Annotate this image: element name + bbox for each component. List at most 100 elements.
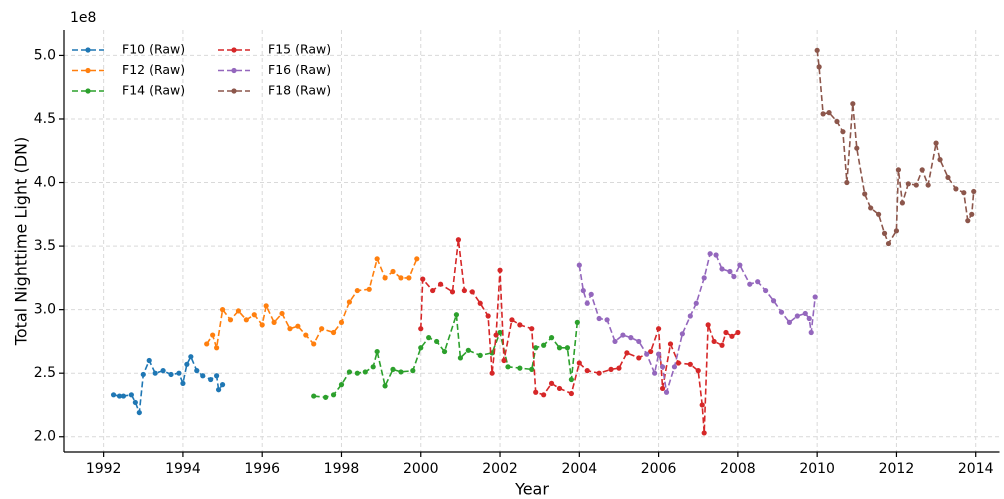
data-point (441, 348, 448, 355)
data-point (259, 322, 265, 328)
data-point (854, 145, 860, 151)
data-point (219, 382, 226, 388)
data-point (374, 256, 380, 262)
x-tick-label: 2008 (720, 461, 756, 477)
data-point (529, 326, 535, 332)
data-point (461, 287, 467, 294)
data-point (430, 287, 436, 294)
data-point (263, 303, 269, 309)
y-tick-label: 2.5 (34, 365, 56, 381)
data-point (548, 380, 555, 386)
data-point (802, 310, 808, 317)
data-point (160, 368, 166, 374)
data-point (667, 341, 674, 347)
data-point (969, 211, 975, 217)
data-point (612, 338, 618, 345)
series-line (113, 354, 224, 413)
data-point (711, 338, 717, 345)
legend-label: F18 (Raw) (268, 83, 331, 98)
data-point (735, 329, 741, 336)
data-point (398, 369, 404, 375)
data-point (132, 399, 138, 406)
data-point (485, 313, 491, 319)
y-tick-label: 4.5 (34, 111, 56, 127)
data-point (812, 294, 818, 300)
data-point (868, 205, 874, 211)
data-point (834, 118, 840, 125)
data-point (885, 240, 892, 247)
legend-label: F16 (Raw) (268, 62, 331, 77)
data-point (707, 251, 713, 257)
data-point (382, 275, 388, 281)
data-point (786, 319, 793, 325)
data-point (180, 380, 186, 386)
legend-label: F10 (Raw) (122, 42, 185, 57)
legend-marker (231, 47, 237, 53)
data-point (414, 256, 420, 262)
data-point (418, 326, 424, 332)
data-point (727, 268, 733, 275)
data-point (477, 352, 483, 358)
data-point (913, 182, 919, 188)
data-point (895, 167, 902, 173)
series-line (313, 314, 579, 399)
data-point (374, 348, 380, 355)
x-tick-label: 1992 (86, 461, 122, 477)
data-point (574, 319, 580, 325)
data-point (568, 390, 574, 397)
legend-label: F15 (Raw) (268, 42, 331, 57)
legend-marker (85, 47, 91, 53)
data-point (303, 332, 309, 338)
x-tick-label: 1998 (324, 461, 360, 477)
data-point (679, 331, 685, 337)
data-point (509, 317, 515, 323)
data-point (937, 157, 943, 163)
data-point (227, 317, 234, 323)
data-point (338, 382, 345, 388)
data-point (362, 369, 368, 375)
data-point (695, 368, 701, 374)
data-point (366, 286, 372, 292)
y-tick-label: 5.0 (34, 47, 56, 63)
data-point (620, 332, 626, 338)
data-point (687, 313, 693, 319)
data-point (406, 275, 412, 281)
data-point (214, 345, 220, 351)
data-point (806, 315, 812, 322)
data-point (548, 335, 555, 341)
x-tick-label: 2004 (561, 461, 597, 477)
data-point (346, 369, 353, 375)
data-point (713, 252, 719, 258)
data-point (628, 335, 634, 341)
data-point (564, 345, 571, 351)
data-point (235, 308, 242, 314)
data-point (354, 370, 360, 376)
x-tick-label: 2010 (799, 461, 835, 477)
data-point (644, 351, 650, 357)
data-point (410, 368, 416, 374)
data-point (816, 64, 822, 70)
data-point (204, 341, 210, 347)
data-point (737, 262, 743, 268)
data-point (961, 190, 967, 196)
data-point (899, 200, 905, 206)
data-point (576, 262, 582, 268)
data-point (705, 322, 711, 328)
data-point (596, 370, 602, 376)
data-point (382, 383, 388, 389)
data-point (219, 307, 226, 313)
data-point (251, 312, 257, 318)
data-point (965, 218, 971, 224)
data-point (701, 430, 707, 436)
data-point (271, 319, 277, 325)
data-point (723, 329, 729, 336)
data-point (840, 129, 846, 135)
series-line (206, 256, 418, 349)
data-point (477, 300, 483, 306)
data-point (455, 237, 462, 243)
data-point (862, 191, 868, 197)
data-point (319, 326, 325, 332)
series-line (816, 50, 975, 246)
data-point (747, 281, 753, 287)
